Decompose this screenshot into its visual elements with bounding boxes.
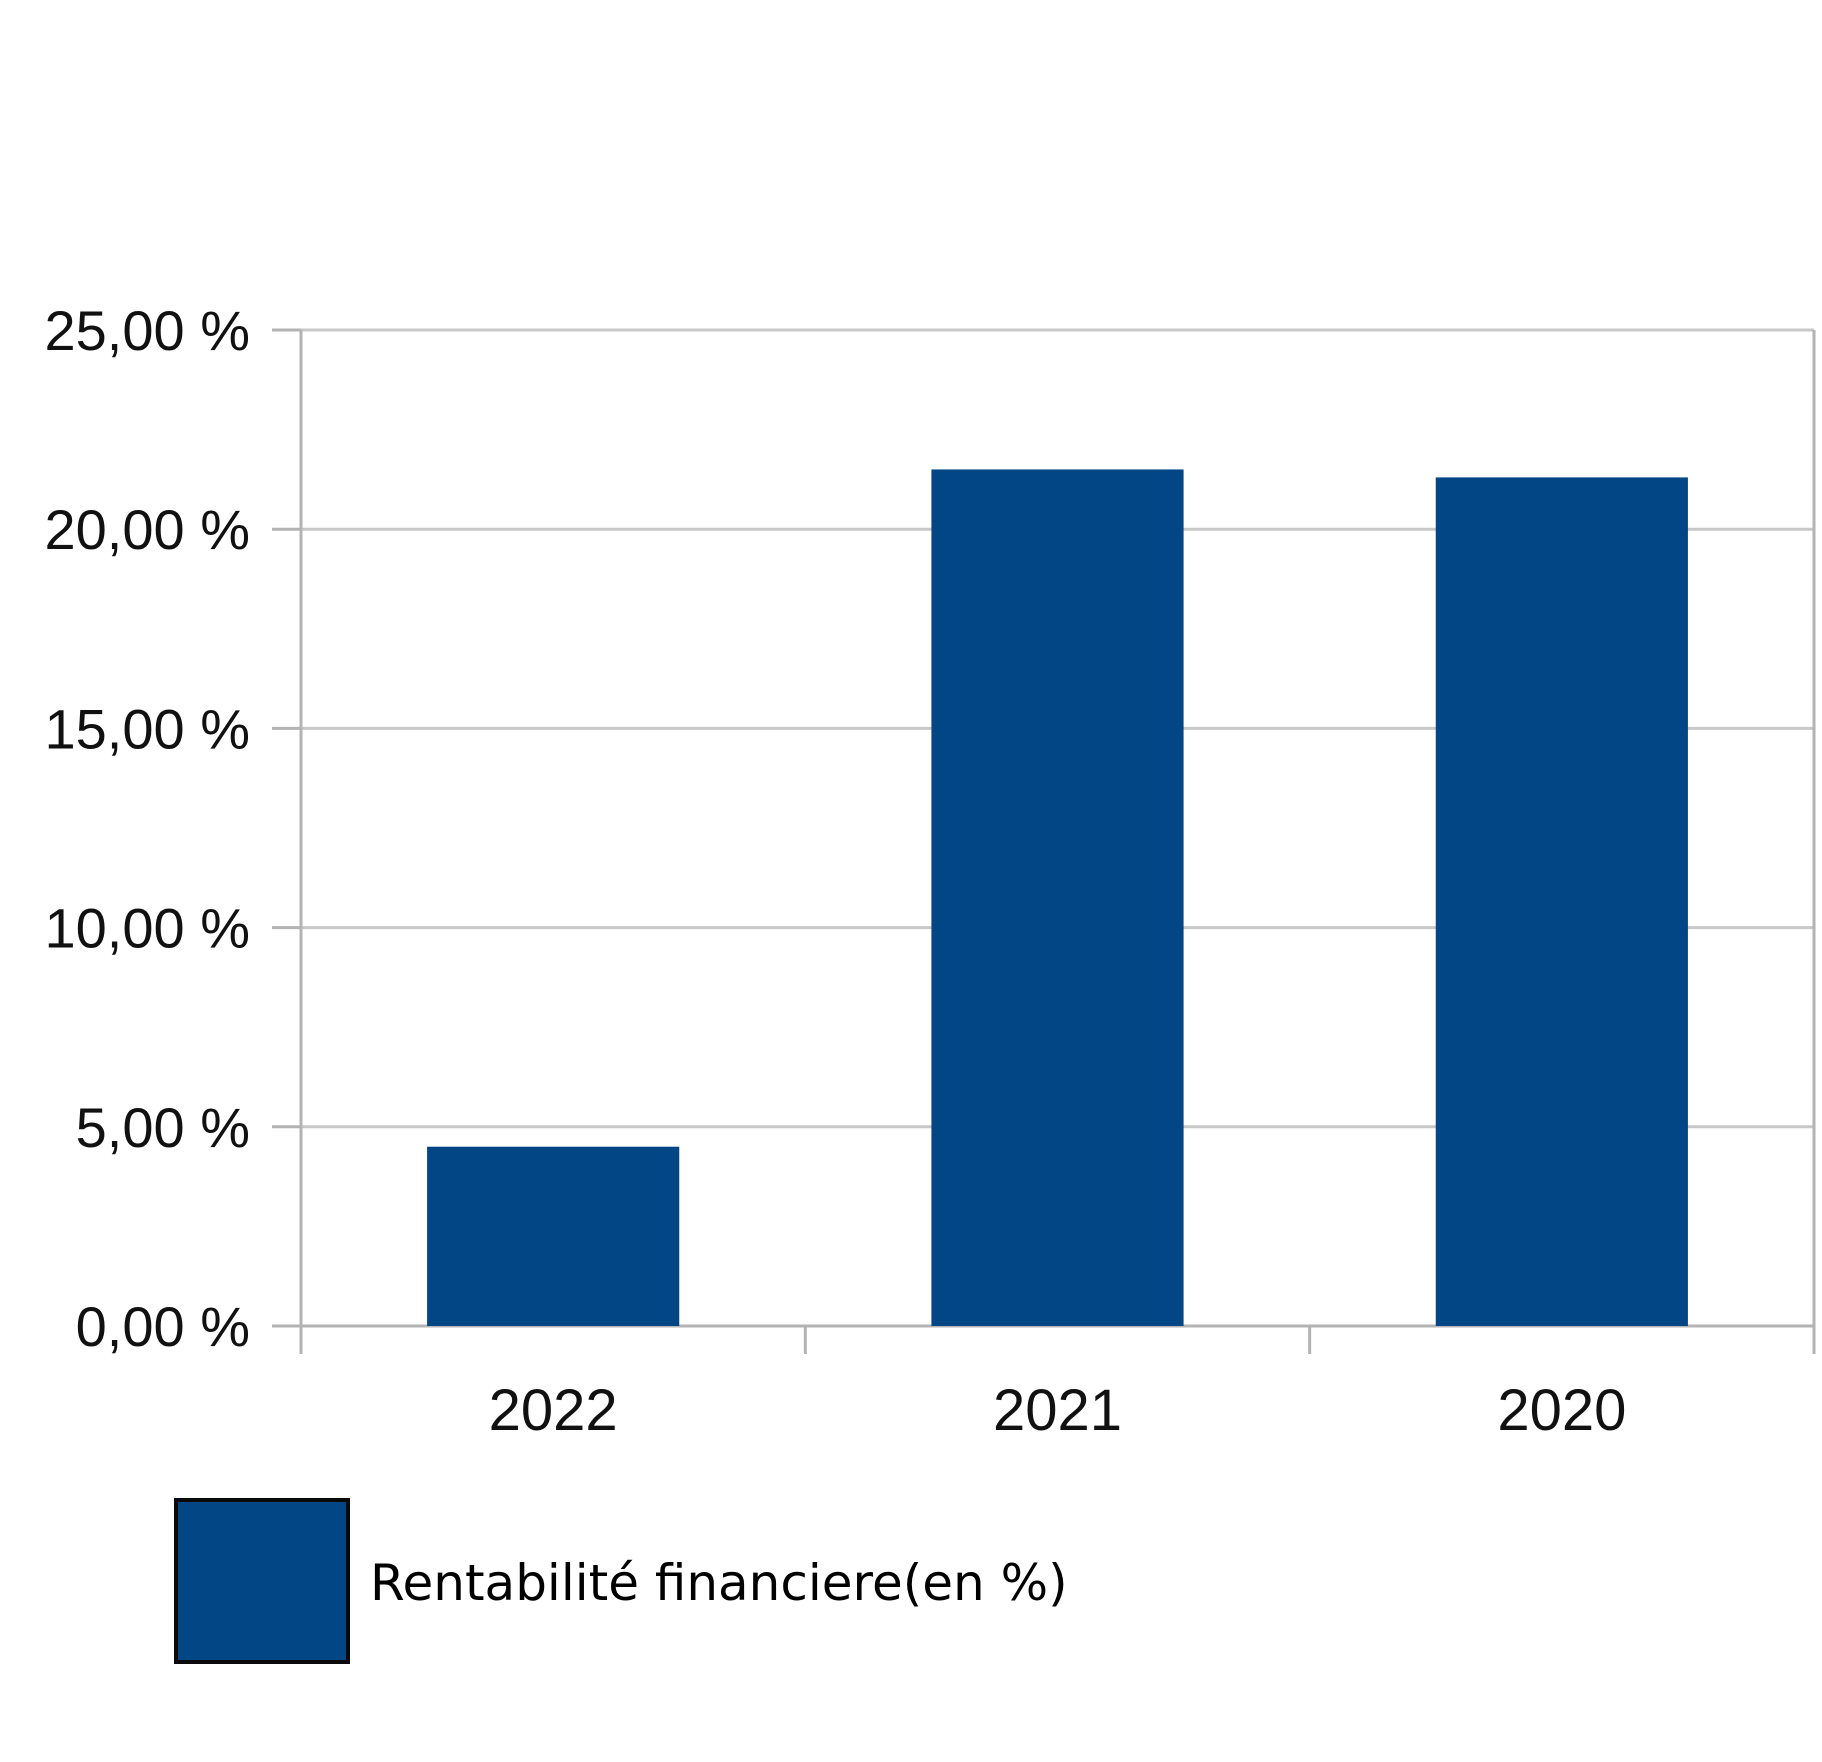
legend-label: Rentabilité financiere(en %) [370,1554,1068,1612]
bar-2021 [931,469,1184,1326]
x-tick-label: 2020 [1497,1378,1626,1443]
x-tick-label: 2022 [489,1378,618,1443]
x-tick-label: 2021 [993,1378,1122,1443]
bar-2022 [427,1146,680,1326]
y-tick-label: 25,00 % [45,299,251,362]
legend-swatch [174,1498,350,1664]
x-tick-labels: 2022 2021 2020 [489,1378,1627,1443]
y-tick-label: 10,00 % [45,897,251,960]
y-tick-labels: 0,00 % 5,00 % 10,00 % 15,00 % 20,00 % 25,00 % [45,299,251,1358]
y-tick-label: 15,00 % [45,697,251,760]
y-tick-label: 0,00 % [76,1295,250,1358]
y-tick-label: 20,00 % [45,498,251,561]
y-tick-label: 5,00 % [76,1096,250,1159]
bar-2020 [1435,477,1688,1327]
bar-layer [427,469,1688,1327]
legend: Rentabilité financiere(en %) [174,1498,1068,1664]
